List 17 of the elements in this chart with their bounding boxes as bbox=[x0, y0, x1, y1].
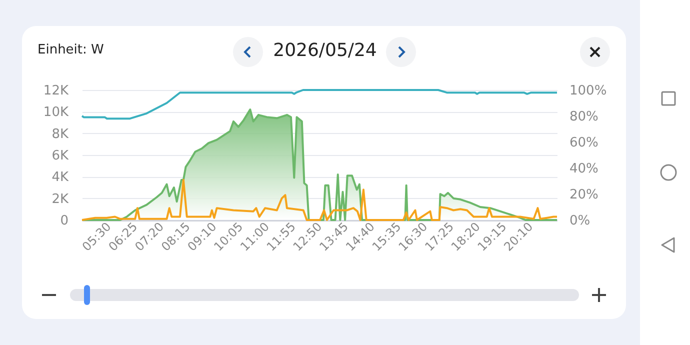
y-axis-title: Einheit: W bbox=[38, 42, 104, 58]
y2-tick-label: 100% bbox=[570, 84, 607, 98]
y-tick-label: 2K bbox=[52, 192, 69, 207]
y2-tick-label: 40% bbox=[570, 162, 598, 176]
y-tick-label: 12K bbox=[43, 84, 69, 98]
y-tick-label: 4K bbox=[52, 170, 69, 186]
y-tick-label: 6K bbox=[52, 148, 69, 164]
chart-title: 2026/05/24 bbox=[272, 40, 378, 61]
y-tick-label: 8K bbox=[52, 126, 69, 142]
y-tick-label: 0 bbox=[60, 214, 68, 228]
line-series bbox=[81, 178, 558, 221]
y2-tick-label: 0% bbox=[570, 214, 590, 228]
y2-tick-label: 80% bbox=[570, 110, 598, 124]
y-tick-label: 10K bbox=[43, 105, 69, 120]
line-series bbox=[81, 89, 558, 120]
y2-tick-label: 60% bbox=[570, 136, 598, 150]
y2-tick-label: 20% bbox=[570, 188, 598, 202]
